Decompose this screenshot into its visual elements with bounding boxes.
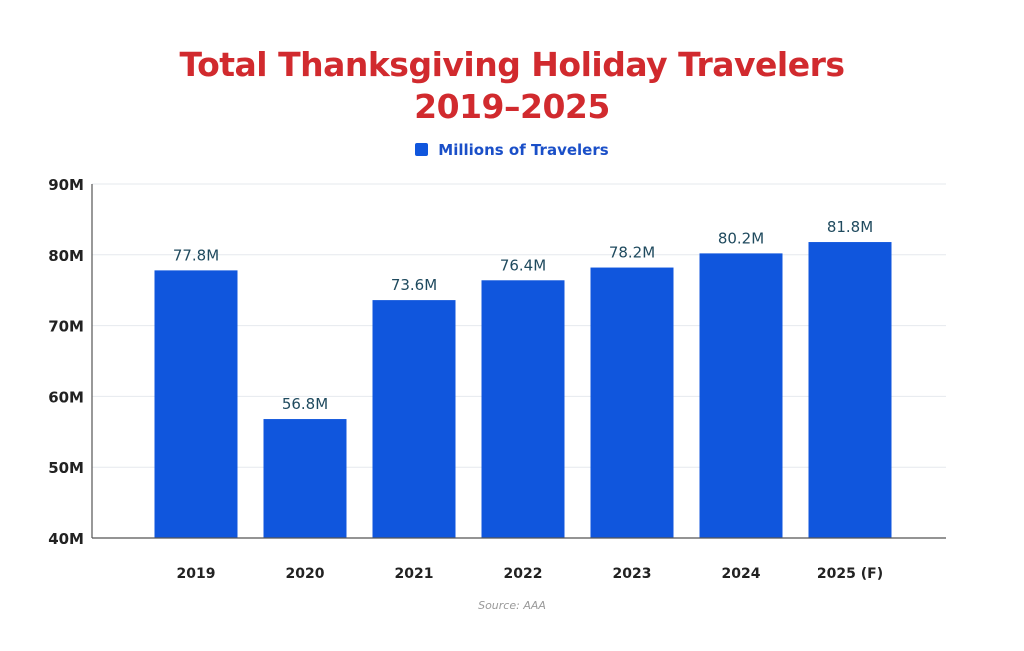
bar xyxy=(154,270,238,538)
x-tick-label: 2025 (F) xyxy=(817,566,883,582)
data-label: 81.8M xyxy=(827,218,873,236)
data-label: 80.2M xyxy=(718,229,764,247)
x-tick-label: 2021 xyxy=(395,566,434,582)
data-label: 76.4M xyxy=(500,256,546,274)
y-tick-label: 50M xyxy=(48,459,84,477)
bar xyxy=(590,267,674,538)
x-tick-label: 2020 xyxy=(286,566,325,582)
y-tick-label: 70M xyxy=(48,318,84,336)
bar xyxy=(372,300,456,538)
data-label: 78.2M xyxy=(609,244,655,262)
x-tick-label: 2019 xyxy=(177,566,216,582)
source-note: Source: AAA xyxy=(478,599,546,612)
y-tick-label: 60M xyxy=(48,388,84,406)
legend-swatch xyxy=(415,143,429,156)
data-label: 73.6M xyxy=(391,276,437,294)
legend: Millions of Travelers xyxy=(0,141,1024,159)
x-tick-label: 2022 xyxy=(504,566,543,582)
y-tick-label: 40M xyxy=(48,530,84,548)
data-label: 77.8M xyxy=(173,246,219,264)
subtitle-line: 2019–2025 xyxy=(414,87,610,126)
bar xyxy=(699,253,783,538)
bar xyxy=(808,242,892,538)
legend-label: Millions of Travelers xyxy=(438,141,609,159)
y-tick-label: 80M xyxy=(48,247,84,265)
x-tick-label: 2023 xyxy=(613,566,652,582)
x-tick-label: 2024 xyxy=(722,566,761,582)
chart-title: Total Thanksgiving Holiday Travelers 201… xyxy=(0,44,1024,128)
bar xyxy=(263,419,347,538)
title-line: Total Thanksgiving Holiday Travelers xyxy=(179,45,845,84)
y-tick-label: 90M xyxy=(48,176,84,194)
data-label: 56.8M xyxy=(282,395,328,413)
bar xyxy=(481,280,565,538)
